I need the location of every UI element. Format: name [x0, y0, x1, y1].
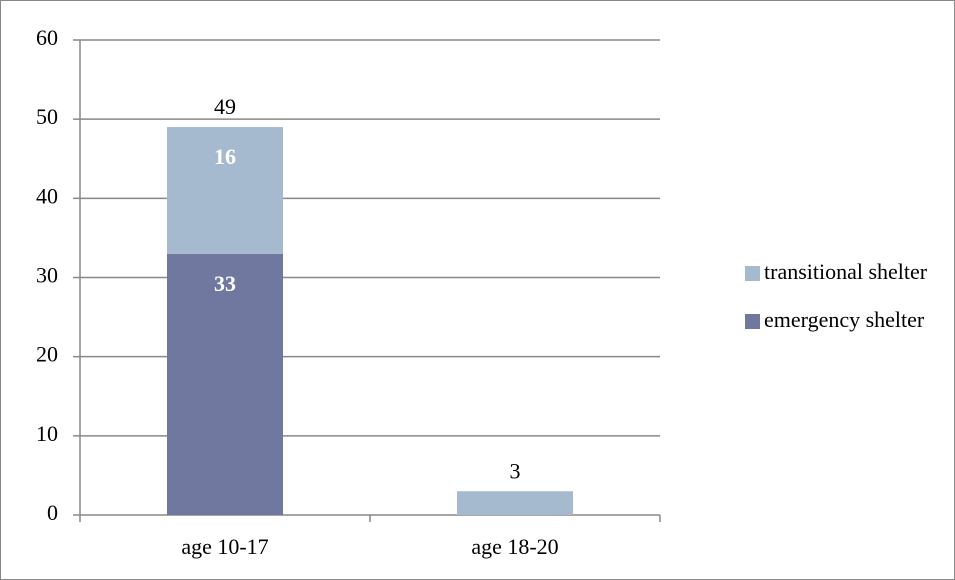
bar-segment [167, 253, 283, 515]
bar-segment [457, 491, 573, 515]
y-tick-label: 50 [36, 104, 58, 129]
y-tick-label: 0 [47, 500, 58, 525]
legend-swatch [745, 266, 760, 281]
legend-label: transitional shelter [764, 259, 928, 284]
y-tick-label: 60 [36, 25, 58, 50]
y-tick-label: 10 [36, 421, 58, 446]
y-tick-label: 20 [36, 342, 58, 367]
legend-label: emergency shelter [764, 307, 925, 332]
legend-swatch [745, 314, 760, 329]
y-tick-label: 30 [36, 263, 58, 288]
data-label: 33 [214, 271, 236, 296]
x-tick-label: age 10-17 [181, 534, 268, 559]
data-label: 16 [214, 144, 236, 169]
bar-segment [167, 127, 283, 254]
total-label: 49 [214, 94, 236, 119]
x-tick-label: age 18-20 [471, 534, 558, 559]
y-tick-label: 40 [36, 183, 58, 208]
total-label: 3 [510, 458, 521, 483]
